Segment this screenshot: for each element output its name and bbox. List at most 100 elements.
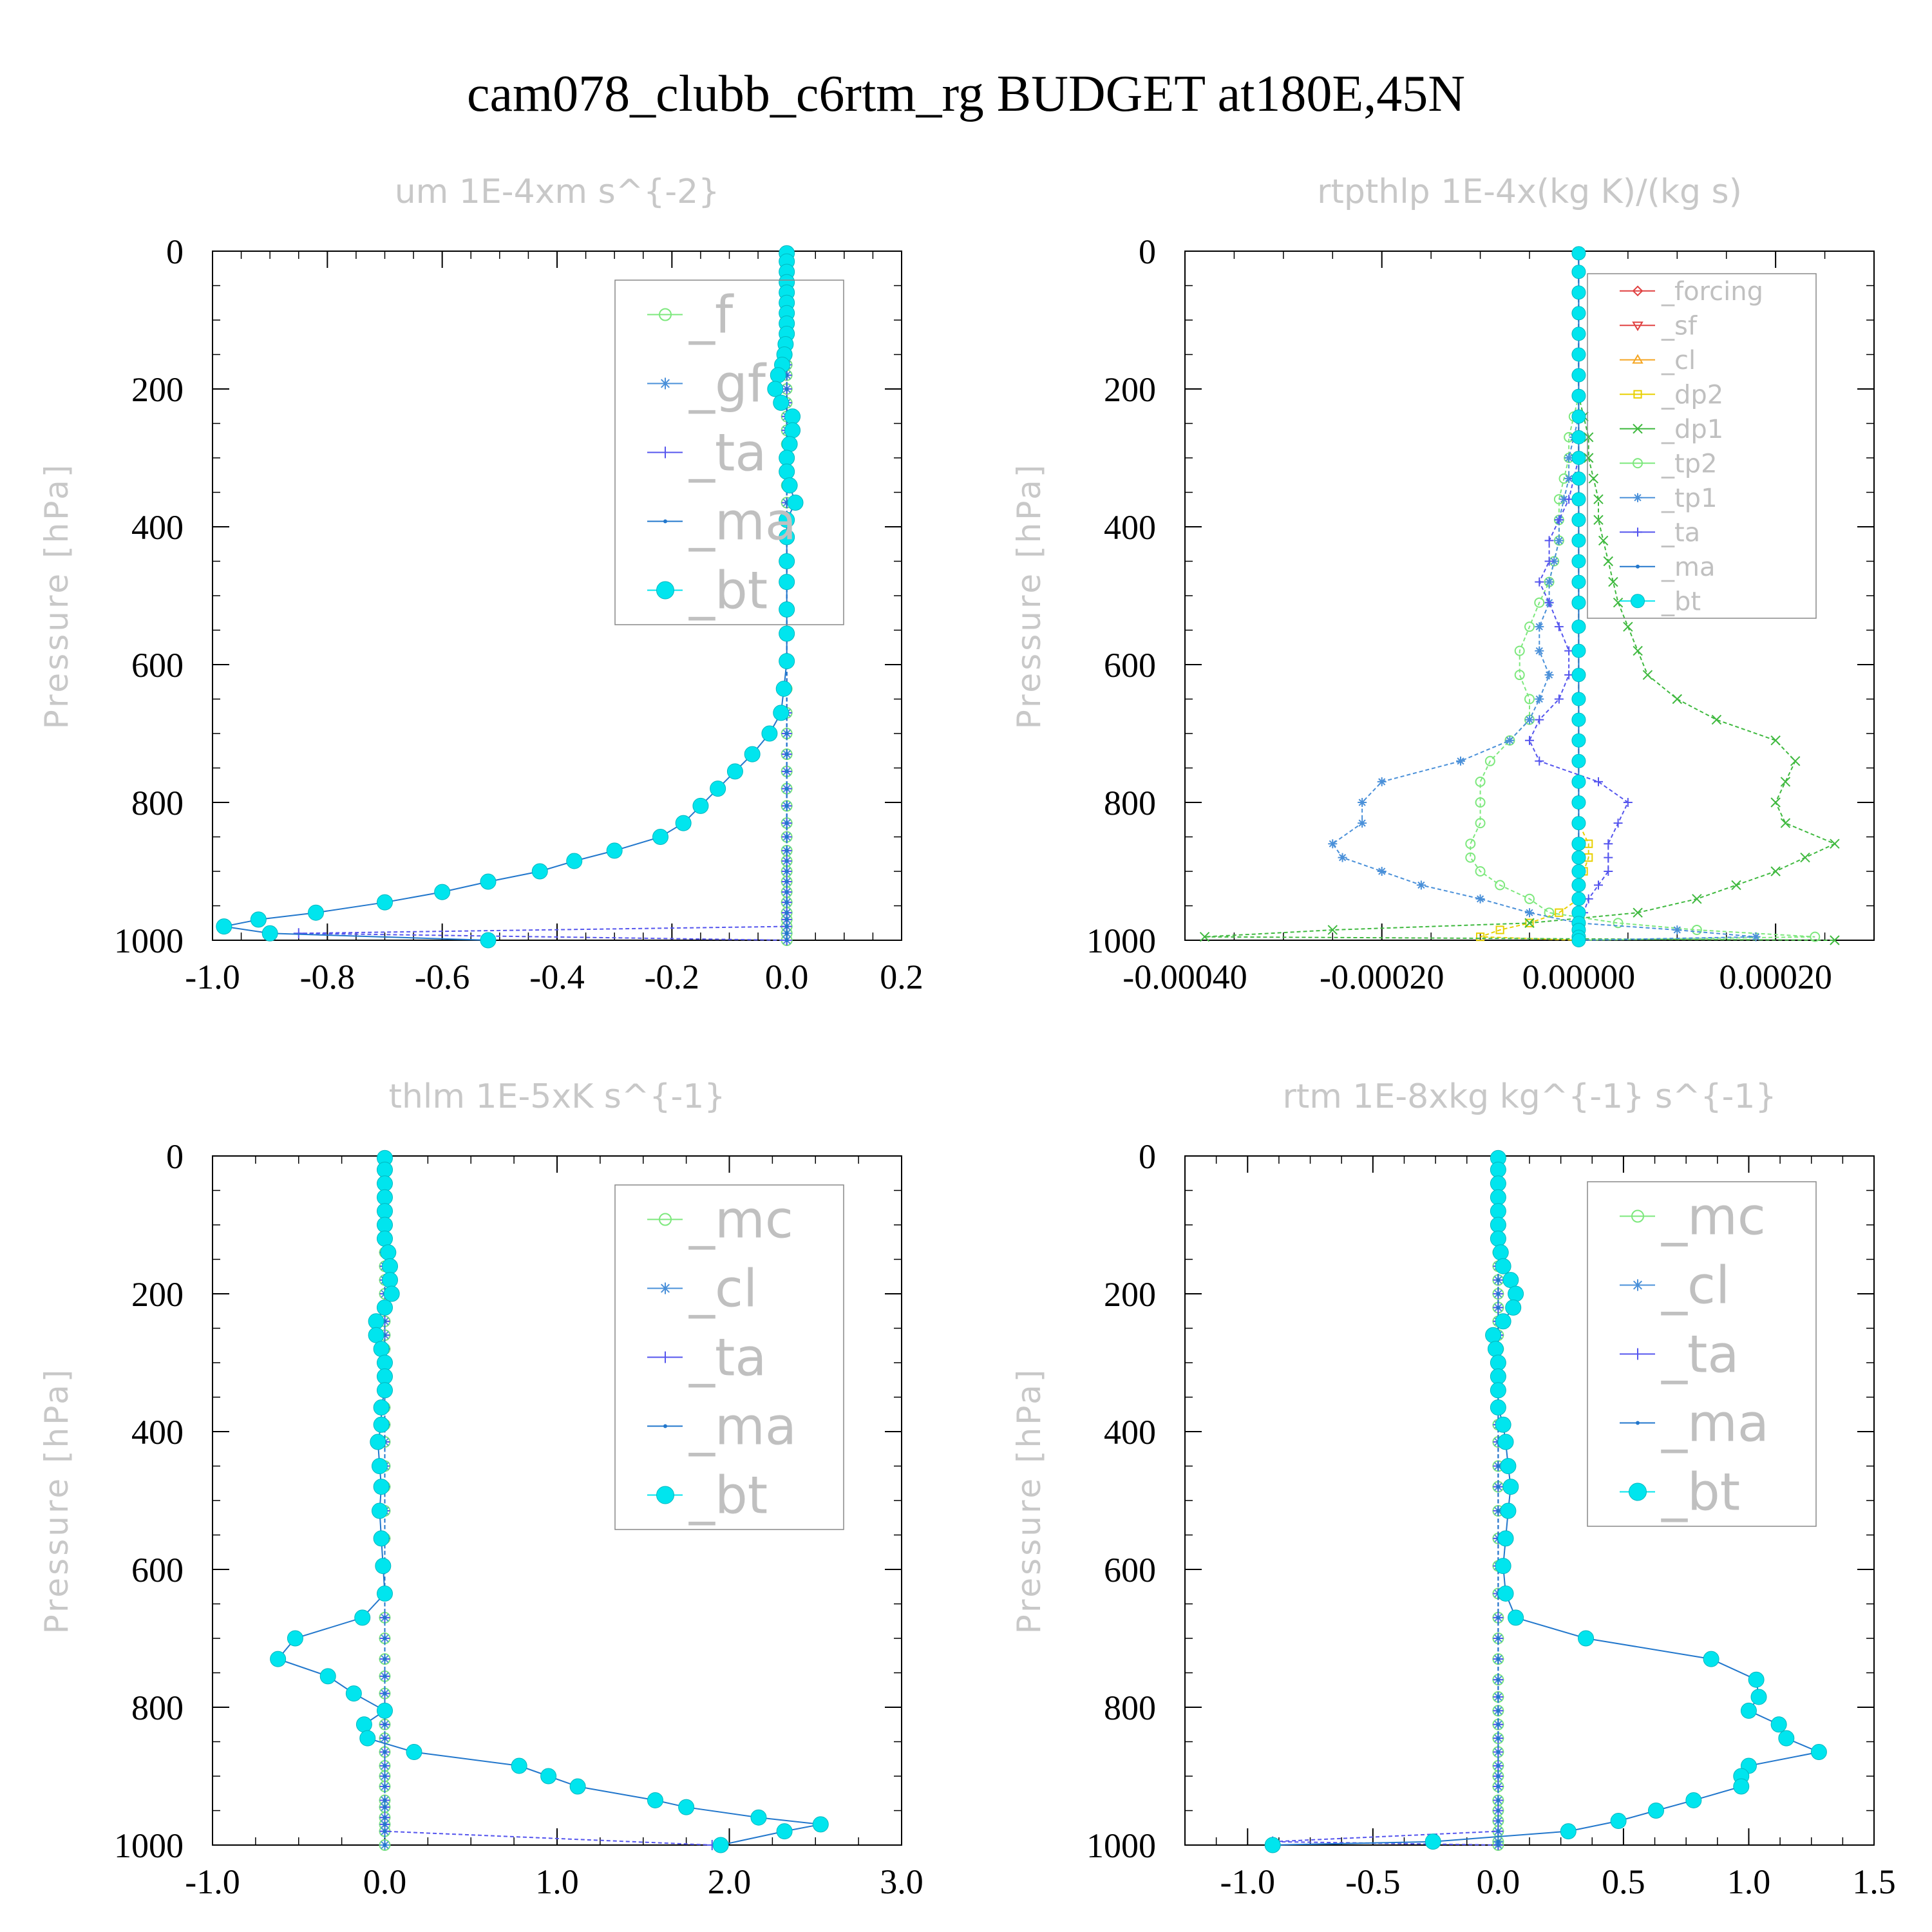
data-point — [1495, 1558, 1511, 1575]
data-point — [779, 463, 795, 480]
data-point — [1613, 918, 1624, 929]
data-point — [261, 925, 278, 942]
legend-box — [1587, 273, 1817, 619]
data-point — [1496, 1657, 1501, 1662]
data-point — [368, 1327, 384, 1343]
data-point — [1633, 907, 1643, 918]
legend-label: _ma — [1661, 1394, 1769, 1454]
series-bt — [1264, 1150, 1827, 1853]
legend-box — [1587, 1181, 1817, 1527]
data-point — [373, 1399, 390, 1416]
data-point — [1485, 1327, 1502, 1343]
data-point — [1475, 894, 1485, 904]
data-point — [1496, 1709, 1501, 1713]
data-point — [773, 394, 790, 411]
legend-marker — [659, 1282, 671, 1294]
x-tick-label: -1.0 — [185, 958, 240, 996]
data-point — [784, 917, 789, 922]
data-point — [566, 853, 583, 869]
y-tick-label: 1000 — [1086, 1826, 1156, 1865]
data-point — [784, 732, 789, 735]
data-point — [812, 1816, 829, 1833]
data-point — [779, 511, 795, 528]
legend-marker — [656, 1486, 674, 1504]
panel-4: rtm 1E-8xkg kg^{-1} s^{-1} Pressure [hPa]… — [1010, 1077, 1896, 1901]
data-point — [1502, 1479, 1519, 1495]
data-point — [383, 1822, 387, 1826]
data-point — [480, 873, 497, 890]
data-point — [784, 890, 789, 895]
data-point — [293, 928, 304, 939]
x-tick-label: 1.0 — [535, 1862, 579, 1901]
data-point — [1571, 753, 1586, 768]
data-point — [1475, 933, 1485, 942]
data-point — [1495, 1258, 1511, 1274]
data-point — [1672, 925, 1682, 934]
data-point — [784, 752, 789, 757]
data-point — [1535, 694, 1544, 704]
data-point — [784, 869, 789, 873]
data-point — [250, 911, 267, 928]
data-point — [383, 1763, 387, 1768]
legend-label: _ta — [1661, 518, 1700, 547]
data-point — [784, 880, 789, 884]
data-point — [1594, 880, 1603, 890]
data-point — [1571, 285, 1586, 300]
legend-label: _cl — [1661, 346, 1696, 375]
x-tick-label: -0.5 — [1345, 1862, 1400, 1901]
data-point — [784, 387, 789, 391]
legend: _mc _cl _ta _ma _bt — [614, 1184, 844, 1530]
legend-label: _bt — [1661, 587, 1701, 616]
data-point — [1571, 306, 1586, 321]
data-point — [606, 842, 623, 859]
data-point — [1338, 853, 1347, 862]
data-point — [781, 477, 798, 494]
data-point — [775, 680, 792, 697]
data-point — [370, 1434, 386, 1450]
data-point — [1554, 536, 1564, 545]
legend-marker — [1636, 1421, 1640, 1425]
x-tick-label: 0.0 — [765, 958, 809, 996]
legend-label: _bt — [1661, 1463, 1740, 1522]
legend-label: _ta — [688, 1328, 766, 1388]
legend: _mc _cl _ta _ma _bt — [1587, 1181, 1817, 1527]
data-point — [1544, 536, 1554, 545]
y-tick-label: 400 — [131, 508, 184, 547]
data-point — [1524, 621, 1535, 632]
data-point — [1613, 819, 1623, 828]
data-point — [784, 924, 789, 929]
data-point — [1495, 880, 1506, 891]
data-point — [784, 858, 789, 863]
x-tick-label: -0.4 — [529, 958, 584, 996]
data-point — [1495, 1416, 1511, 1433]
data-point — [377, 1585, 393, 1602]
data-point — [1571, 712, 1586, 727]
x-tick-label: -1.0 — [185, 1862, 240, 1901]
series-bt — [216, 245, 804, 949]
y-tick-label: 800 — [1104, 784, 1156, 822]
data-point — [382, 1272, 399, 1289]
data-point — [1544, 907, 1555, 918]
data-point — [383, 1736, 387, 1741]
x-tick-label: 0.0 — [363, 1862, 407, 1901]
data-point — [1642, 670, 1653, 680]
data-point — [377, 1368, 393, 1385]
data-point — [1496, 1678, 1501, 1682]
data-point — [1593, 515, 1604, 526]
data-point — [744, 746, 761, 762]
data-point — [1377, 777, 1387, 786]
data-point — [652, 829, 668, 845]
data-point — [779, 450, 795, 466]
panel-title: rtpthlp 1E-4x(kg K)/(kg s) — [1317, 173, 1742, 211]
data-point — [216, 918, 232, 935]
x-tick-label: -1.0 — [1220, 1862, 1275, 1901]
data-point — [776, 1823, 793, 1840]
legend-marker — [663, 1424, 667, 1428]
data-point — [1571, 430, 1586, 444]
data-point — [1594, 777, 1603, 786]
data-point — [1603, 556, 1613, 567]
y-tick-label: 800 — [1104, 1689, 1156, 1727]
data-point — [784, 821, 789, 826]
data-point — [1496, 1278, 1501, 1282]
legend-marker — [1633, 493, 1642, 502]
